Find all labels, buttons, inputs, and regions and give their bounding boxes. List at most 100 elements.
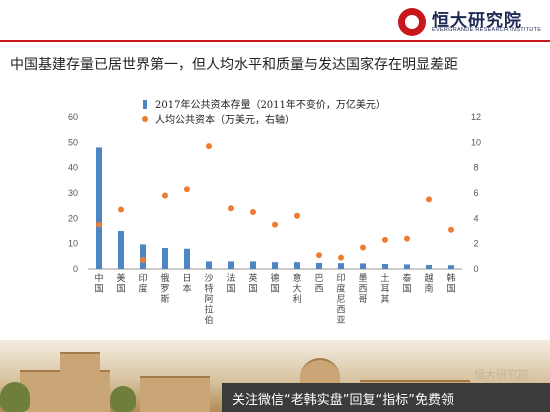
promo-banner-text: 关注微信“老韩实盘”回复“指标”免费领 <box>232 393 454 408</box>
x-tick-label: 法 <box>226 272 235 284</box>
x-tick-label: 西 <box>336 305 345 316</box>
bar <box>316 262 322 269</box>
legend-dot-swatch <box>142 116 148 122</box>
scatter-point <box>228 205 234 212</box>
bar <box>184 248 190 269</box>
scatter-point <box>316 252 322 259</box>
bar <box>294 262 300 269</box>
bar <box>338 263 344 269</box>
x-tick-label: 越 <box>424 272 433 284</box>
brand-mark-icon <box>398 8 426 36</box>
scatter-point <box>360 244 366 251</box>
x-tick-label: 哥 <box>358 294 367 305</box>
scatter-point <box>118 206 124 213</box>
bar <box>360 263 366 269</box>
x-tick-label: 度 <box>138 283 147 295</box>
slide-headline: 中国基建存量已居世界第一，但人均水平和质量与发达国家存在明显差距 <box>10 57 458 73</box>
legend-dot-label: 人均公共资本（万美元，右轴） <box>155 113 295 126</box>
x-tick-label: 亚 <box>336 315 345 326</box>
scatter-point <box>250 209 256 215</box>
y-right-tick-label: 4 <box>473 213 478 223</box>
y-left-tick-label: 0 <box>73 264 78 274</box>
legend-bar-label: 2017年公共资本存量（2011年不变价，万亿美元） <box>155 98 386 111</box>
header-divider <box>0 40 550 42</box>
x-tick-label: 印 <box>336 272 345 284</box>
x-tick-label: 拉 <box>204 304 213 316</box>
x-tick-label: 大 <box>292 283 301 295</box>
bar <box>162 247 168 269</box>
y-left-tick-label: 60 <box>68 112 78 122</box>
scatter-point <box>206 143 212 150</box>
scatter-point <box>448 226 454 233</box>
x-tick-label: 巴 <box>314 273 323 284</box>
scatter-point <box>404 235 410 242</box>
x-tick-label: 国 <box>116 284 125 295</box>
x-tick-label: 国 <box>270 284 279 295</box>
x-tick-label: 斯 <box>160 293 169 305</box>
tree-shape <box>0 382 30 412</box>
x-tick-label: 阿 <box>204 294 213 305</box>
x-tick-label: 国 <box>402 284 411 295</box>
x-tick-label: 特 <box>204 283 213 295</box>
x-tick-label: 土 <box>380 272 389 284</box>
brand-name: 恒大研究院 <box>432 11 522 31</box>
bar <box>206 261 212 269</box>
promo-banner <box>222 383 550 412</box>
y-right-tick-label: 6 <box>473 188 478 198</box>
x-tick-label: 意 <box>292 272 301 284</box>
brand-logo: 恒大研究院 EVERGRANDE RESEARCH INSTITUTE <box>398 6 541 38</box>
wechat-watermark: 恒大研究院 <box>474 368 529 381</box>
bar <box>228 261 234 269</box>
x-tick-label: 泰 <box>402 272 411 284</box>
x-tick-label: 利 <box>292 293 301 305</box>
bar <box>382 263 388 269</box>
x-tick-label: 英 <box>248 272 257 284</box>
x-tick-label: 尼 <box>336 294 345 305</box>
bar <box>96 147 102 269</box>
bar <box>250 261 256 269</box>
x-tick-label: 墨 <box>358 273 367 284</box>
bar <box>118 231 124 269</box>
x-tick-label: 国 <box>248 284 257 295</box>
scatter-point <box>184 186 190 193</box>
scatter-point <box>140 257 146 264</box>
x-tick-label: 其 <box>380 294 389 305</box>
brand-subtitle: EVERGRANDE RESEARCH INSTITUTE <box>432 27 542 33</box>
x-tick-label: 国 <box>226 284 235 295</box>
scatter-point <box>426 196 432 203</box>
x-tick-label: 韩 <box>446 272 455 284</box>
y-left-tick-label: 50 <box>68 137 78 147</box>
scatter-point <box>382 236 388 243</box>
x-tick-label: 国 <box>446 284 455 295</box>
y-right-tick-label: 12 <box>471 112 481 122</box>
bar <box>448 265 454 269</box>
y-left-tick-label: 40 <box>68 163 78 173</box>
x-tick-label: 度 <box>336 283 345 295</box>
legend-bar-swatch <box>143 100 147 109</box>
y-left-tick-label: 20 <box>68 213 78 223</box>
x-tick-label: 中 <box>94 272 103 284</box>
y-left-tick-label: 10 <box>68 239 78 249</box>
x-tick-label: 南 <box>424 283 433 295</box>
x-tick-label: 罗 <box>160 284 169 295</box>
x-tick-label: 本 <box>182 283 191 295</box>
x-tick-label: 伯 <box>204 314 213 326</box>
building-shape <box>60 352 100 412</box>
scatter-point <box>162 192 168 199</box>
tree-shape <box>110 386 136 412</box>
x-tick-label: 印 <box>138 272 147 284</box>
x-tick-label: 沙 <box>204 273 213 284</box>
x-tick-label: 德 <box>270 272 279 284</box>
y-right-tick-label: 0 <box>473 264 478 274</box>
x-tick-label: 美 <box>116 272 125 284</box>
bar <box>404 264 410 269</box>
building-shape <box>140 376 210 412</box>
bar <box>272 262 278 269</box>
scatter-point <box>96 221 102 228</box>
x-tick-label: 俄 <box>160 272 169 284</box>
x-tick-label: 国 <box>94 284 103 295</box>
x-tick-label: 日 <box>182 273 191 284</box>
y-left-tick-label: 30 <box>68 188 78 198</box>
x-tick-label: 耳 <box>380 284 389 295</box>
